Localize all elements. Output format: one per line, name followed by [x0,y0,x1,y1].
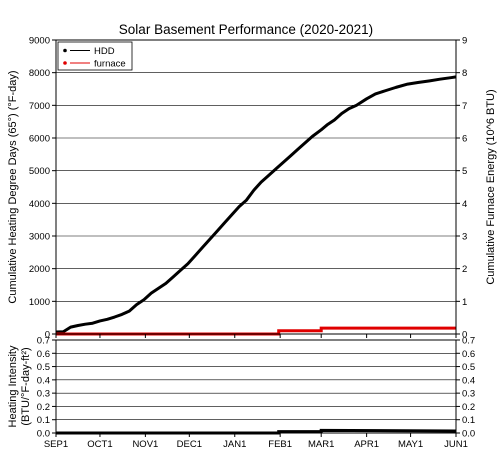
x-tick-label: FEB1 [268,439,292,450]
x-tick-label: MAR1 [308,439,334,450]
top-panel: 0 1000 2000 3000 4000 5000 6000 7000 8000 9000 0 1… [7,36,497,341]
legend: HDD furnace [57,41,133,71]
top-left-axis-ticks: 0 1000 2000 3000 4000 5000 6000 7000 8000 9000 [29,36,56,341]
x-tick-label: MAY1 [398,439,423,450]
x-axis-ticks: SEP1 OCT1 NOV1 DEC1 JAN1 FEB1 MAR1 APR1 MAY1 JUN1 [44,334,468,450]
bottom-right-tick-label: 0.6 [462,349,475,360]
top-left-axis-label: Cumulative Heating Degree Days (65°) (°F… [7,70,19,303]
bottom-right-tick-label: 0.5 [462,362,475,373]
top-left-tick-label: 1000 [29,297,50,308]
bottom-right-tick-label: 0.0 [462,429,475,440]
top-left-tick-label: 8000 [29,68,50,79]
bottom-plot-frame [55,339,457,434]
bottom-left-tick-label: 0.6 [37,349,50,360]
top-left-tick-label: 9000 [29,36,50,47]
top-left-tick-label: 6000 [29,134,50,145]
top-right-tick-label: 5 [462,166,467,177]
bottom-left-tick-label: 0.1 [37,415,50,426]
top-right-tick-label: 6 [462,134,467,145]
legend-furnace-label: furnace [94,59,126,70]
x-tick-label: JAN1 [223,439,246,450]
bottom-right-tick-label: 0.2 [462,402,475,413]
bottom-right-axis-ticks: 0.0 0.1 0.2 0.3 0.4 0.5 0.6 0.7 [456,336,475,440]
top-left-tick-label: 7000 [29,101,50,112]
bottom-left-tick-label: 0.5 [37,362,50,373]
top-left-tick-label: 2000 [29,264,50,275]
top-left-tick-label: 3000 [29,232,50,243]
x-tick-label: DEC1 [177,439,202,450]
bottom-left-tick-label: 0.4 [37,375,50,386]
bottom-axis-label-line2: (BTU/°F-day-ft²) [20,347,32,425]
top-left-tick-label: 5000 [29,166,50,177]
chart-title: Solar Basement Performance (2020-2021) [119,22,373,37]
top-left-tick-label: 4000 [29,199,50,210]
legend-hdd-label: HDD [94,46,115,57]
top-right-tick-label: 7 [462,101,467,112]
x-tick-label: JUN1 [444,439,468,450]
top-right-tick-label: 4 [462,199,467,210]
bottom-left-tick-label: 0.0 [37,429,50,440]
x-tick-label: NOV1 [132,439,158,450]
bottom-left-tick-label: 0.7 [37,336,50,347]
top-right-tick-label: 0 [462,330,467,341]
top-right-axis-ticks: 0 1 2 3 4 5 6 7 8 9 [456,36,467,341]
x-tick-label: OCT1 [87,439,112,450]
top-right-tick-label: 8 [462,68,467,79]
bottom-panel: 0.0 0.1 0.2 0.3 0.4 0.5 0.6 0.7 0.0 0.1 0.2 0.3 0.4… [7,334,475,450]
bottom-right-tick-label: 0.3 [462,389,475,400]
bottom-right-tick-label: 0.7 [462,336,475,347]
top-right-tick-label: 3 [462,232,467,243]
top-right-tick-label: 2 [462,264,467,275]
legend-hdd-marker [63,48,67,53]
bottom-left-tick-label: 0.3 [37,389,50,400]
legend-furnace-marker [63,61,67,65]
top-right-axis-label: Cumulative Furnace Energy (10^6 BTU) [485,89,497,284]
x-tick-label: SEP1 [44,439,68,450]
top-right-tick-label: 1 [462,297,467,308]
bottom-left-tick-label: 0.2 [37,402,50,413]
bottom-left-axis-ticks: 0.0 0.1 0.2 0.3 0.4 0.5 0.6 0.7 [37,336,56,440]
bottom-right-tick-label: 0.4 [462,375,475,386]
top-right-tick-label: 9 [462,36,467,47]
top-left-tick-label: 0 [45,330,50,341]
hdd-series-line [55,75,457,334]
x-tick-label: APR1 [354,439,379,450]
legend-box [57,41,133,71]
top-plot-frame [55,39,457,335]
bottom-axis-label-line1: Heating Intensity [7,345,19,427]
bottom-right-tick-label: 0.1 [462,415,475,426]
